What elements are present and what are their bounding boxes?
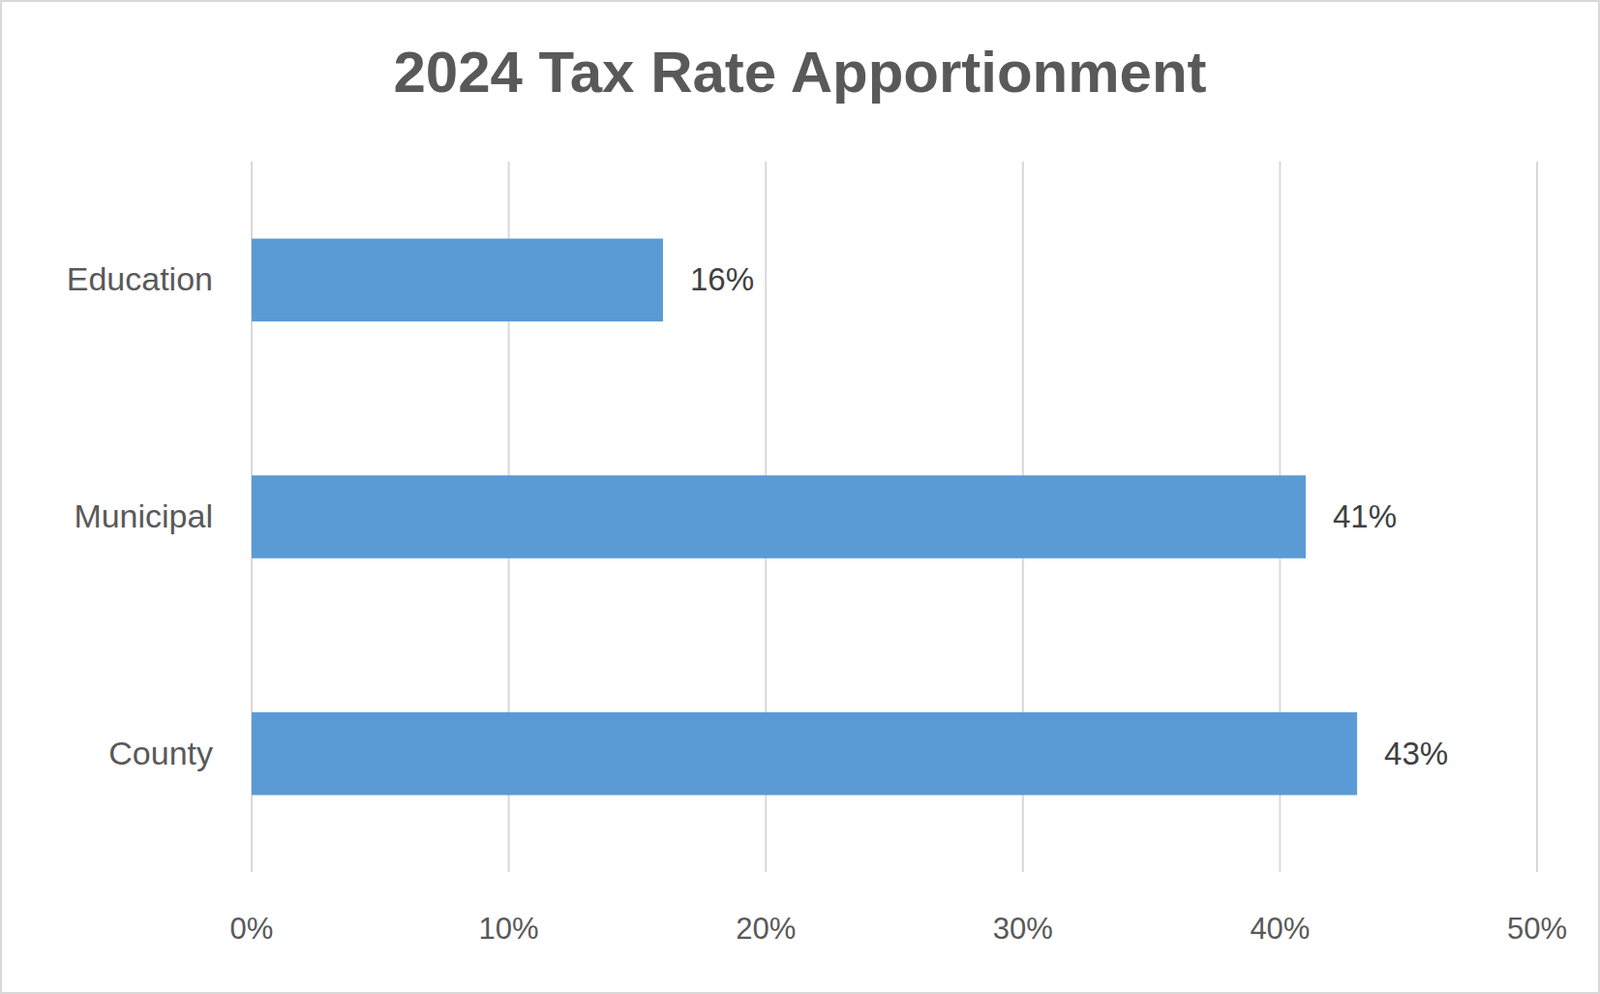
bar bbox=[251, 712, 1358, 796]
data-label: 43% bbox=[1384, 735, 1449, 772]
data-label: 16% bbox=[690, 261, 755, 298]
grid-line bbox=[1536, 161, 1539, 873]
bars bbox=[251, 239, 1358, 796]
tick-label: 50% bbox=[1507, 911, 1568, 946]
bar bbox=[251, 239, 664, 323]
chart: 2024 Tax Rate Apportionment 0% 10% 20% 30% 40… bbox=[0, 0, 1600, 994]
bar bbox=[251, 475, 1306, 559]
category-label: Education bbox=[66, 260, 213, 298]
category-label: Municipal bbox=[73, 497, 213, 535]
data-label: 41% bbox=[1332, 498, 1397, 535]
tick-label: 40% bbox=[1249, 911, 1310, 946]
tick-label: 20% bbox=[735, 911, 796, 946]
tick-label: 30% bbox=[993, 911, 1054, 946]
tick-label: 10% bbox=[479, 911, 540, 946]
title: 2024 Tax Rate Apportionment bbox=[392, 39, 1207, 105]
tick-label: 0% bbox=[230, 911, 274, 946]
chart-frame bbox=[0, 0, 1600, 994]
category-label: County bbox=[108, 734, 213, 772]
